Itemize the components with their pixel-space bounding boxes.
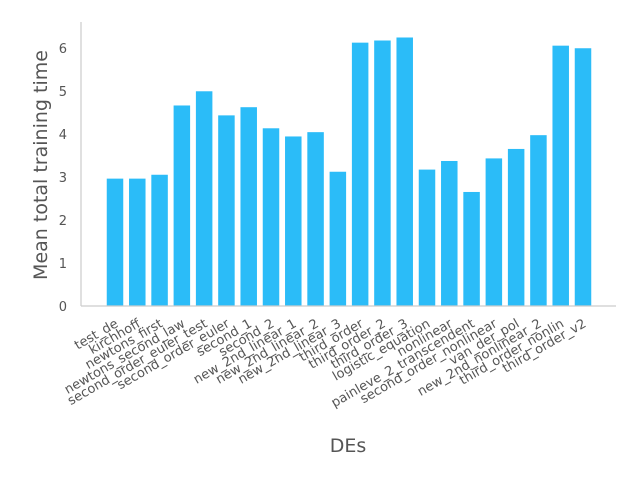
bar (307, 132, 324, 306)
y-tick-label: 0 (59, 300, 67, 315)
y-tick-label: 3 (59, 171, 67, 186)
y-axis-title: Mean total training time (30, 50, 52, 280)
y-tick-label: 1 (59, 257, 67, 272)
bar (530, 135, 547, 306)
y-tick-label: 2 (59, 214, 67, 229)
bar (106, 178, 124, 306)
bar (151, 174, 168, 306)
x-axis-title: DEs (330, 435, 367, 457)
x-axis-ticks: test_dekirchhoffnewtons_firstnewtons_sec… (62, 316, 589, 411)
y-tick-label: 6 (59, 42, 67, 57)
bar (507, 148, 525, 306)
bar (485, 158, 503, 306)
bar (329, 171, 347, 306)
bar (195, 91, 213, 307)
bar (374, 40, 391, 307)
y-tick-label: 4 (59, 128, 67, 143)
bars (106, 37, 592, 307)
bar (441, 160, 458, 306)
bar (463, 191, 480, 306)
bar (262, 128, 280, 306)
bar (129, 178, 146, 306)
bar (418, 169, 436, 306)
bar (351, 42, 369, 307)
bar (240, 107, 257, 306)
bar (285, 136, 302, 306)
bar (574, 48, 592, 307)
bar (396, 37, 413, 307)
y-axis-ticks: 0 1 2 3 4 5 6 (59, 42, 67, 315)
y-tick-label: 5 (59, 85, 67, 100)
bar (552, 45, 569, 307)
bar (173, 105, 191, 306)
bar (218, 115, 235, 306)
